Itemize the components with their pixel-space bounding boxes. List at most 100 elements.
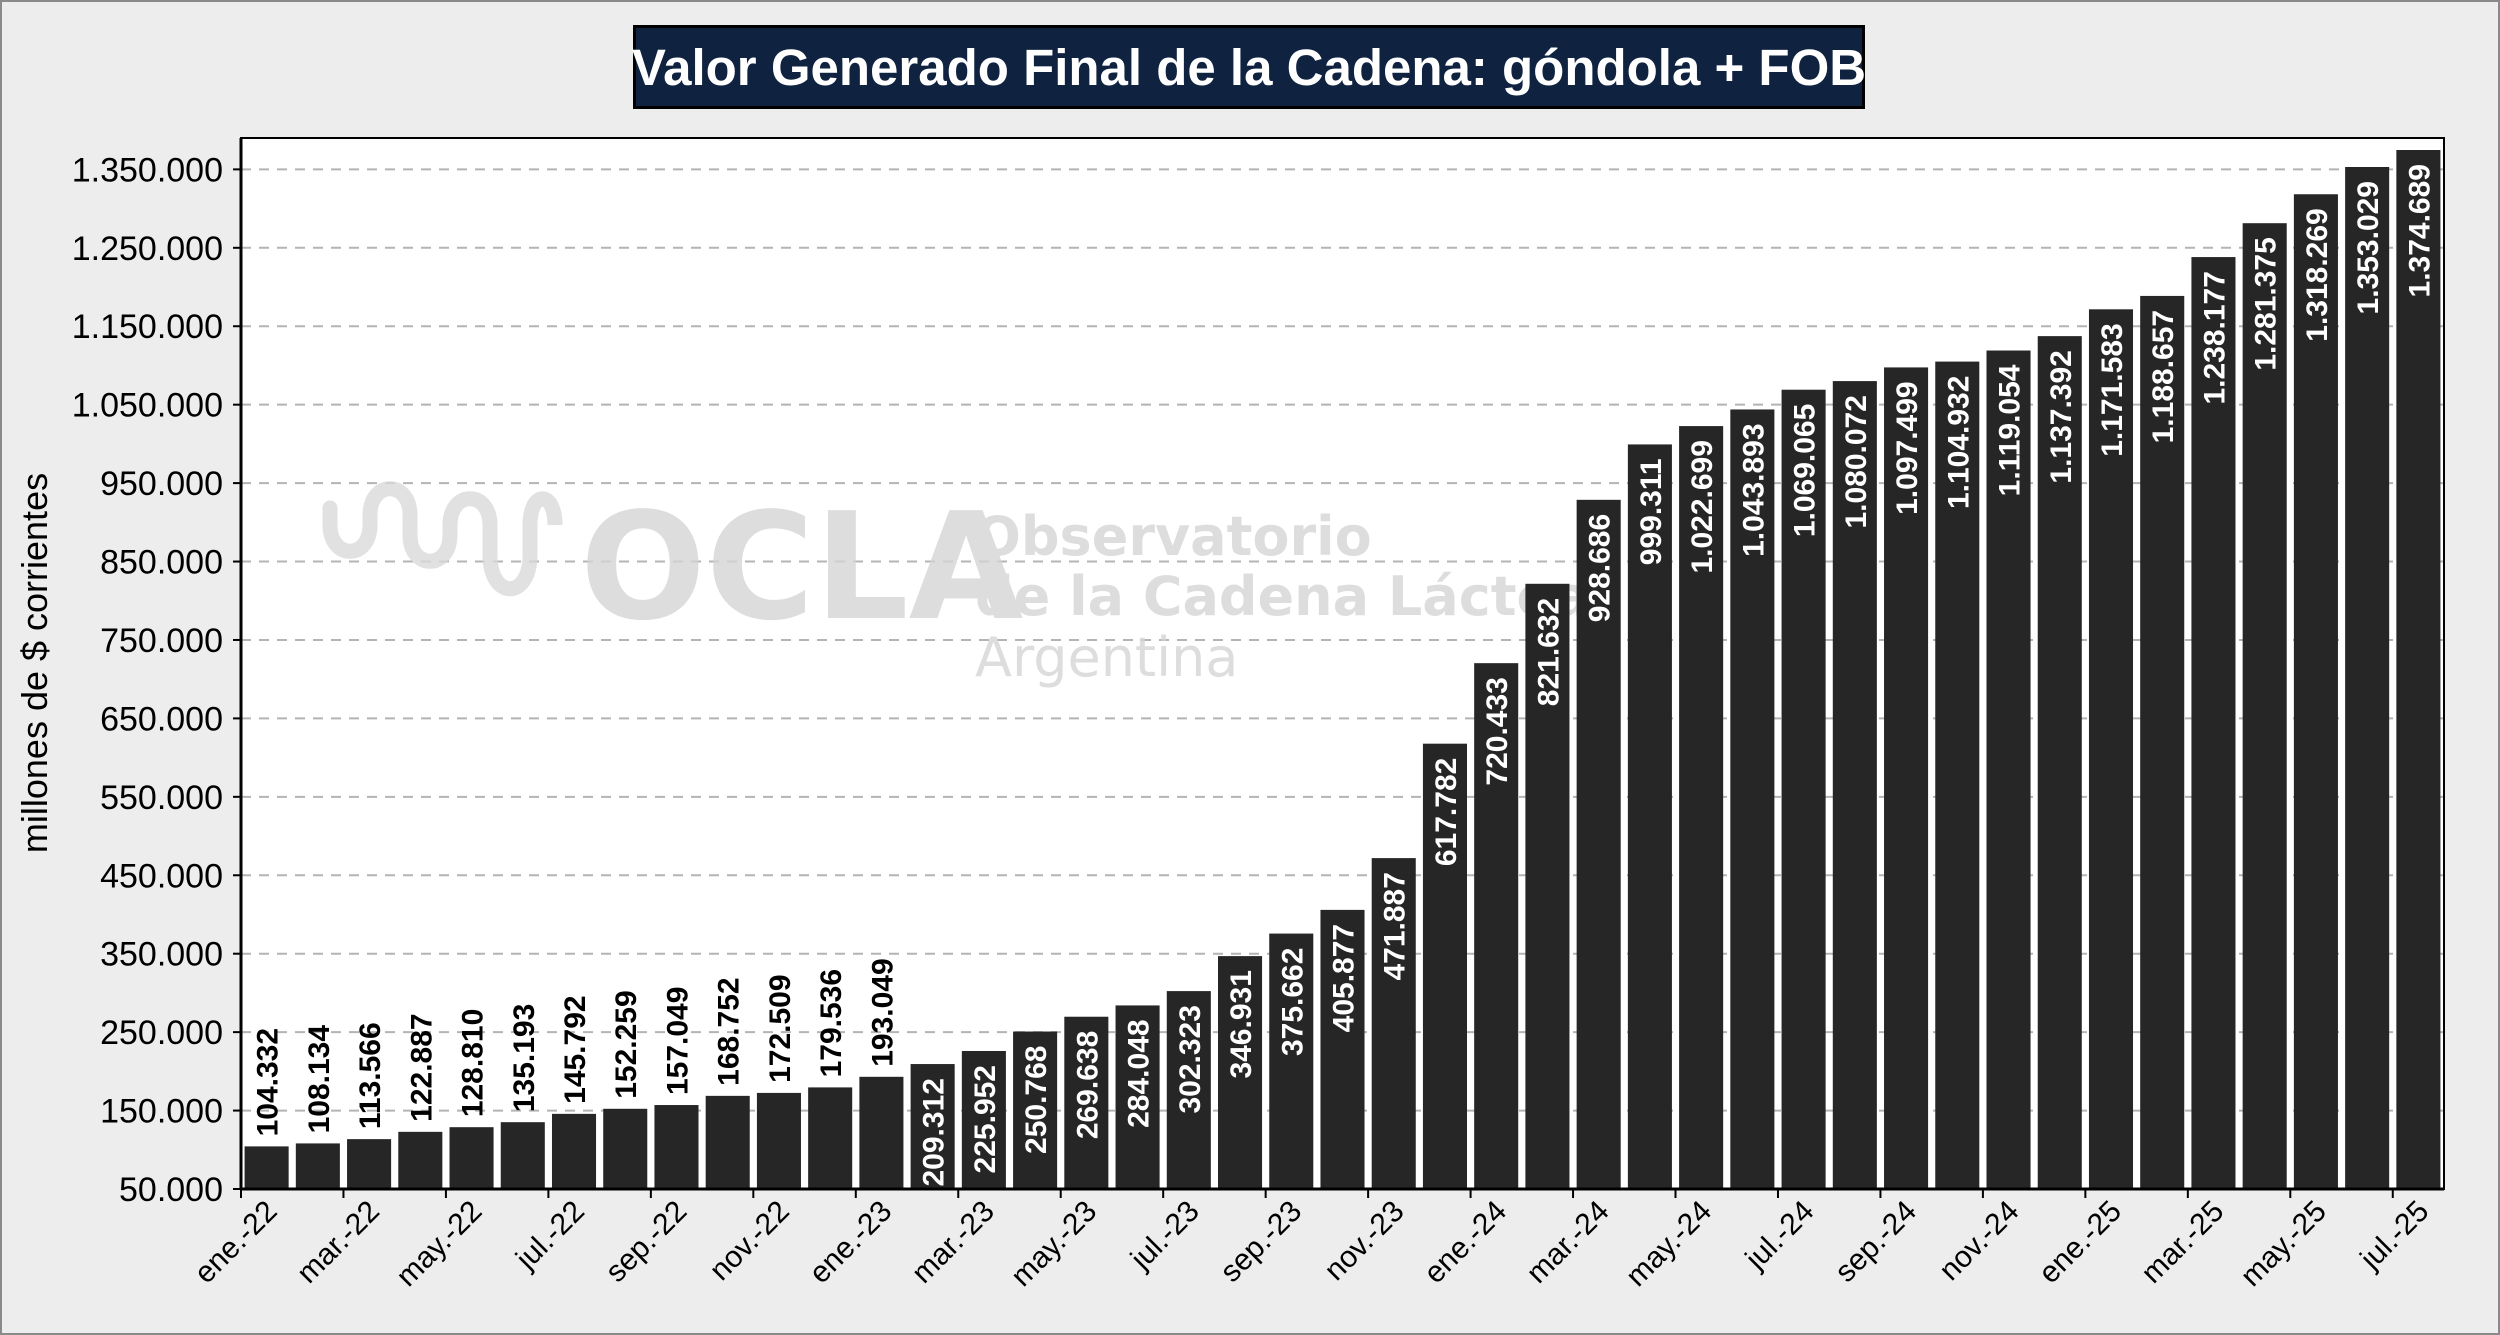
x-tick-label: mar.-23 bbox=[906, 1195, 1001, 1290]
y-tick-label: 550.000 bbox=[100, 779, 223, 817]
value-label: 179.536 bbox=[815, 969, 848, 1077]
bar bbox=[1269, 933, 1314, 1189]
value-label: 999.311 bbox=[1635, 458, 1668, 565]
bar bbox=[347, 1139, 392, 1189]
bar bbox=[1884, 367, 1929, 1189]
bar bbox=[500, 1122, 545, 1189]
x-tick-label: jul.-23 bbox=[1124, 1195, 1206, 1277]
y-tick-label: 450.000 bbox=[100, 857, 223, 895]
value-label: 346.931 bbox=[1225, 970, 1258, 1078]
y-tick-label: 150.000 bbox=[100, 1093, 223, 1131]
value-label: 225.952 bbox=[969, 1065, 1002, 1173]
x-tick-label: nov.-22 bbox=[703, 1195, 796, 1288]
bar bbox=[1013, 1031, 1058, 1189]
bar bbox=[1730, 409, 1775, 1189]
bar bbox=[1679, 426, 1724, 1189]
bar bbox=[2396, 150, 2441, 1190]
value-label: 1.119.054 bbox=[1994, 364, 2027, 496]
watermark-logo-text: OCLA bbox=[580, 481, 1023, 653]
bar bbox=[2293, 194, 2338, 1190]
y-tick-label: 650.000 bbox=[100, 700, 223, 738]
value-label: 1.137.392 bbox=[2045, 350, 2078, 483]
x-tick-label: nov.-23 bbox=[1318, 1195, 1411, 1288]
x-tick-label: may.-22 bbox=[390, 1195, 488, 1293]
chart-title: Valor Generado Final de la Cadena: góndo… bbox=[632, 25, 1866, 109]
bar bbox=[1371, 858, 1416, 1189]
x-tick-label: sep.-23 bbox=[1214, 1195, 1308, 1289]
value-label: 104.332 bbox=[252, 1028, 285, 1136]
value-label: 1.171.583 bbox=[2096, 323, 2129, 456]
value-label: 128.810 bbox=[457, 1009, 490, 1117]
bar bbox=[910, 1064, 955, 1189]
bar bbox=[398, 1131, 443, 1189]
bar bbox=[2037, 336, 2082, 1189]
value-label: 152.259 bbox=[610, 990, 643, 1098]
value-label: 1.281.375 bbox=[2250, 237, 2283, 370]
bar bbox=[1474, 663, 1519, 1189]
bar bbox=[961, 1050, 1006, 1189]
value-label: 928.686 bbox=[1584, 514, 1617, 622]
bar bbox=[654, 1105, 699, 1189]
value-label: 269.638 bbox=[1071, 1031, 1104, 1139]
value-label: 145.792 bbox=[559, 995, 592, 1103]
y-tick-label: 950.000 bbox=[100, 465, 223, 503]
bar bbox=[1986, 350, 2031, 1189]
bar bbox=[808, 1087, 853, 1189]
x-tick-label: ene.-25 bbox=[2033, 1195, 2128, 1290]
value-label: 1.022.699 bbox=[1686, 440, 1719, 573]
value-label: 617.782 bbox=[1430, 758, 1463, 866]
bar bbox=[705, 1095, 750, 1189]
bar bbox=[756, 1092, 801, 1189]
value-label: 302.323 bbox=[1174, 1005, 1207, 1113]
y-tick-label: 50.000 bbox=[119, 1171, 223, 1209]
bar bbox=[1064, 1016, 1109, 1189]
bar bbox=[449, 1127, 494, 1189]
x-tick-label: mar.-24 bbox=[1520, 1195, 1615, 1290]
bar bbox=[603, 1108, 648, 1189]
value-label: 405.877 bbox=[1328, 924, 1361, 1032]
value-label: 193.049 bbox=[866, 958, 899, 1066]
value-label: 250.768 bbox=[1020, 1046, 1053, 1154]
value-label: 135.193 bbox=[508, 1004, 541, 1112]
bar bbox=[2088, 309, 2134, 1189]
x-tick-label: may.-24 bbox=[1620, 1195, 1718, 1293]
y-tick-label: 1.350.000 bbox=[72, 151, 223, 189]
bar bbox=[1422, 743, 1467, 1189]
y-tick-label: 750.000 bbox=[100, 622, 223, 660]
y-tick-labels: 50.000 150.000 250.000 350.000 450.000 550.00… bbox=[72, 151, 241, 1209]
watermark-line3: Argentina bbox=[975, 626, 1238, 689]
value-label: 157.049 bbox=[661, 987, 694, 1095]
value-label: 168.752 bbox=[713, 977, 746, 1085]
y-tick-label: 850.000 bbox=[100, 544, 223, 582]
value-label: 108.134 bbox=[303, 1025, 336, 1134]
bar bbox=[2242, 223, 2287, 1190]
value-label: 113.566 bbox=[354, 1022, 387, 1129]
y-tick-label: 1.050.000 bbox=[72, 387, 223, 425]
value-label: 1.318.269 bbox=[2301, 208, 2334, 341]
bar bbox=[295, 1143, 340, 1189]
bar bbox=[1320, 909, 1365, 1189]
y-tick-label: 350.000 bbox=[100, 936, 223, 974]
bar bbox=[1525, 583, 1570, 1189]
value-label: 209.312 bbox=[918, 1078, 951, 1186]
value-label: 172.509 bbox=[764, 974, 797, 1082]
value-label: 1.353.029 bbox=[2352, 181, 2385, 314]
x-tick-label: ene.-23 bbox=[803, 1195, 898, 1290]
y-tick-label: 1.250.000 bbox=[72, 230, 223, 268]
y-tick-label: 250.000 bbox=[100, 1014, 223, 1052]
x-tick-label: mar.-22 bbox=[291, 1195, 386, 1290]
x-tick-label: may.-23 bbox=[1005, 1195, 1103, 1293]
x-tick-label: mar.-25 bbox=[2135, 1195, 2230, 1290]
x-tick-label: jul.-25 bbox=[2354, 1195, 2436, 1277]
x-tick-label: sep.-22 bbox=[599, 1195, 693, 1289]
value-label: 1.069.065 bbox=[1789, 404, 1822, 537]
bar bbox=[859, 1076, 904, 1189]
value-label: 1.080.072 bbox=[1840, 395, 1873, 528]
x-tick-label: may.-25 bbox=[2234, 1195, 2332, 1293]
bar bbox=[551, 1113, 597, 1189]
value-label: 122.887 bbox=[405, 1013, 438, 1121]
bar bbox=[1832, 381, 1877, 1189]
x-tick-labels: ene.-22 mar.-22 may.-22 jul.-22 sep.-22 nov.-… bbox=[188, 1189, 2435, 1293]
value-label: 1.104.932 bbox=[1942, 376, 1975, 509]
